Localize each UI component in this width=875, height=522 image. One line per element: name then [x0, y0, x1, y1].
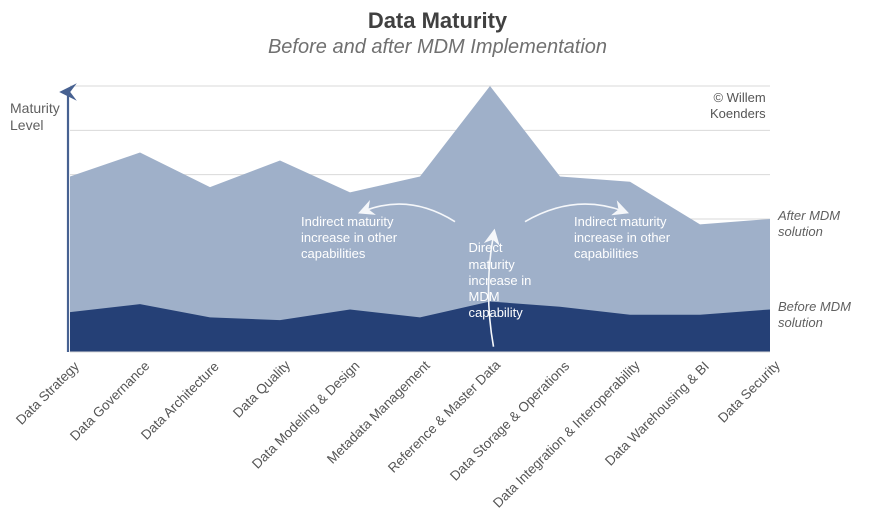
annotation-direct: Directmaturityincrease inMDMcapability — [469, 240, 559, 321]
x-axis-label: Data Strategy — [13, 358, 82, 427]
after-label: After MDMsolution — [778, 208, 840, 239]
x-axis-label: Data Security — [715, 358, 783, 426]
copyright: © WillemKoenders — [710, 90, 766, 121]
x-axis-label: Data Quality — [230, 358, 293, 421]
x-axis-label: Data Architecture — [138, 358, 222, 442]
x-axis-labels: Data StrategyData GovernanceData Archite… — [70, 360, 770, 522]
annotation-indirect-right: Indirect maturityincrease in othercapabi… — [574, 214, 724, 263]
before-label: Before MDMsolution — [778, 299, 851, 330]
chart-subtitle: Before and after MDM Implementation — [0, 36, 875, 59]
x-axis-label: Data Storage & Operations — [447, 358, 572, 483]
chart-container: Data Maturity Before and after MDM Imple… — [0, 0, 875, 522]
x-axis-label: Data Integration & Interoperability — [490, 358, 643, 511]
annotation-indirect-left: Indirect maturityincrease in othercapabi… — [301, 214, 451, 263]
x-axis-label: Reference & Master Data — [385, 358, 503, 476]
chart-title: Data Maturity — [0, 8, 875, 34]
title-block: Data Maturity Before and after MDM Imple… — [0, 8, 875, 59]
